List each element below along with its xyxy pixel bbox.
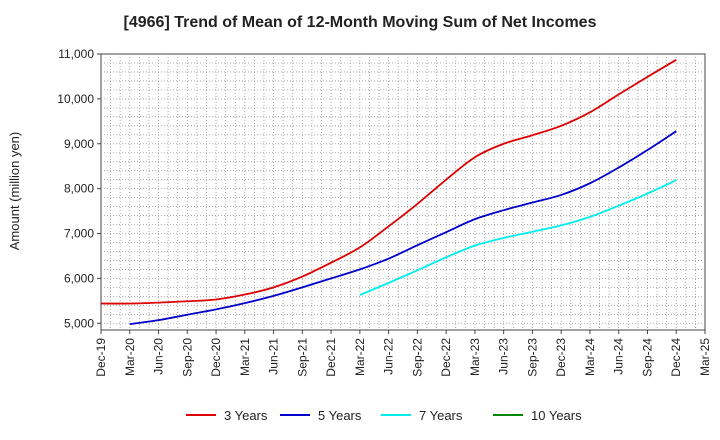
y-axis-label: Amount (million yen) <box>7 132 22 251</box>
x-tick-label: Mar-21 <box>238 338 252 376</box>
y-tick-label: 10,000 <box>57 92 94 106</box>
legend-label: 7 Years <box>419 408 463 423</box>
legend-label: 3 Years <box>224 408 268 423</box>
x-tick-label: Sep-20 <box>180 338 194 377</box>
x-tick-label: Mar-20 <box>123 338 137 376</box>
chart-title: [4966] Trend of Mean of 12-Month Moving … <box>123 14 597 31</box>
series-line-5-years <box>129 130 677 326</box>
x-tick-label: Jun-23 <box>497 338 511 375</box>
grid-layer <box>100 53 706 331</box>
x-tick-label: Mar-23 <box>468 338 482 376</box>
x-tick-label: Jun-21 <box>267 338 281 375</box>
legend-label: 10 Years <box>531 408 582 423</box>
series-layer <box>100 59 677 326</box>
x-tick-label: Dec-21 <box>324 338 338 377</box>
x-tick-label: Mar-24 <box>583 338 597 376</box>
x-tick-label: Jun-20 <box>152 338 166 375</box>
x-tick-label: Dec-20 <box>209 338 223 377</box>
axis-layer: 5,000 6,000 7,000 8,000 9,000 10,000 11,000 Dec… <box>57 47 712 377</box>
x-tick-label: Dec-19 <box>94 338 108 377</box>
x-tick-label: Dec-22 <box>439 338 453 377</box>
series-line-7-years <box>359 179 677 296</box>
x-tick-label: Dec-23 <box>554 338 568 377</box>
y-tick-label: 7,000 <box>64 227 94 241</box>
x-tick-label: Sep-23 <box>525 338 539 377</box>
x-tick-label: Sep-24 <box>640 338 654 377</box>
x-tick-label: Dec-24 <box>669 338 683 377</box>
plot-area <box>100 53 706 331</box>
x-tick-label: Jun-24 <box>612 338 626 375</box>
y-tick-label: 9,000 <box>64 137 94 151</box>
legend: 3 Years 5 Years 7 Years 10 Years <box>186 408 582 423</box>
series-line-3-years <box>100 59 677 305</box>
x-tick-label: Jun-22 <box>382 338 396 375</box>
y-tick-label: 5,000 <box>64 316 94 330</box>
y-tick-label: 11,000 <box>58 47 94 61</box>
x-tick-label: Sep-21 <box>295 338 309 377</box>
y-tick-label: 6,000 <box>64 271 94 285</box>
x-tick-label: Mar-25 <box>698 338 712 376</box>
legend-label: 5 Years <box>318 408 362 423</box>
x-tick-label: Sep-22 <box>410 338 424 377</box>
x-tick-label: Mar-22 <box>353 338 367 376</box>
y-tick-label: 8,000 <box>64 182 94 196</box>
